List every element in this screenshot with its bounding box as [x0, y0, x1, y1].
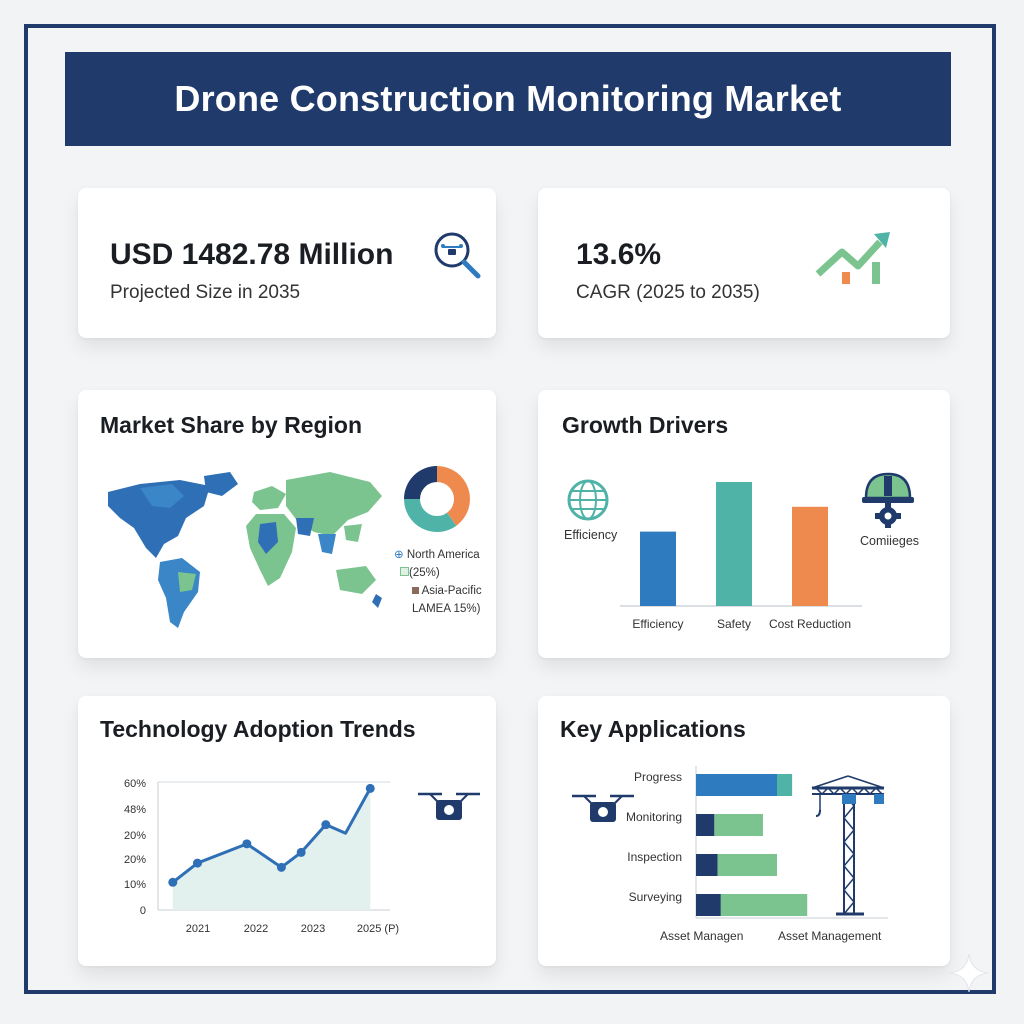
driver-bar: [716, 482, 752, 606]
stat-value: 13.6%: [576, 238, 662, 271]
category-label: Progress: [634, 770, 682, 784]
card-title: Growth Drivers: [562, 412, 729, 438]
applications-bar-chart: Progress Monitoring Inspection Surveying Ass…: [626, 766, 888, 943]
card-title: Market Share by Region: [100, 412, 363, 438]
x-tick-label: 2025 (P): [357, 923, 399, 935]
stat-card-cagr: 13.6% CAGR (2025 to 2035): [538, 188, 950, 338]
globe-icon: ⊕: [394, 549, 404, 561]
data-point: [321, 820, 331, 830]
region-donut-chart: [404, 466, 470, 532]
data-point: [168, 877, 178, 887]
data-point: [276, 862, 286, 872]
category-label: Monitoring: [626, 810, 682, 824]
x-label: Asset Managen: [660, 929, 743, 943]
card-title: Key Applications: [560, 716, 746, 742]
y-tick-label: 60%: [124, 778, 146, 790]
y-tick-label: 20%: [124, 830, 146, 842]
driver-label: Cost Reduction: [769, 617, 851, 631]
x-label: Asset Management: [778, 929, 882, 943]
card-title: Technology Adoption Trends: [100, 716, 416, 742]
bar-segment: [696, 894, 721, 916]
stat-label: CAGR (2025 to 2035): [576, 282, 760, 303]
data-point: [365, 783, 375, 793]
y-tick-label: 48%: [124, 804, 146, 816]
legend-swatch: [400, 567, 409, 576]
y-tick-label: 0: [140, 905, 146, 917]
adoption-line: [171, 787, 372, 884]
crane-icon: [811, 775, 885, 916]
driver-bar: [640, 531, 676, 606]
legend-item: (25%): [394, 564, 482, 582]
bar-segment: [714, 814, 763, 836]
y-tick-label: 10%: [124, 879, 146, 891]
data-point: [242, 839, 252, 849]
area-fill: [172, 788, 371, 910]
bar-segment: [720, 894, 808, 916]
hardhat-gear-icon: [862, 472, 914, 528]
legend-label: (25%): [409, 567, 440, 579]
adoption-line-chart: 0 10% 20% 20% 48% 60% 2021 2022 2023 2025 (P): [124, 778, 399, 935]
x-tick-label: 2023: [301, 923, 325, 935]
stat-card-market-size: USD 1482.78 Million Projected Size in 20…: [78, 188, 496, 338]
bar-segment: [696, 814, 715, 836]
legend-label: Asia-Pacific: [421, 585, 482, 597]
card-key-applications: Key Applications Progress Monitoring Inspe…: [538, 696, 950, 966]
legend-label: LAMEA 15%): [412, 603, 481, 615]
donut-slice: [404, 499, 457, 532]
sparkle-icon: [949, 953, 989, 993]
side-label-right: Comiieges: [860, 534, 920, 548]
card-market-share-region: Market Share by Region ⊕ North America (…: [78, 390, 496, 658]
legend-label: North America: [406, 549, 480, 561]
legend-item: LAMEA 15%): [394, 600, 482, 618]
y-tick-label: 20%: [124, 854, 146, 866]
region-legend: ⊕ North America (25%) Asia-Pacific LAMEA…: [394, 546, 482, 618]
driver-label: Safety: [717, 617, 751, 631]
x-tick-label: 2021: [186, 923, 210, 935]
stat-label: Projected Size in 2035: [110, 282, 301, 303]
stat-value: USD 1482.78 Million: [110, 238, 394, 271]
bar-segment: [696, 774, 777, 796]
bar-segment: [696, 854, 718, 876]
bar-segment: [777, 774, 793, 796]
legend-item: ⊕ North America: [394, 546, 482, 564]
category-label: Inspection: [627, 850, 682, 864]
magnifier-drone-icon: [434, 232, 481, 279]
card-technology-adoption: Technology Adoption Trends 0 10% 20% 20% 48%…: [78, 696, 496, 966]
legend-item: Asia-Pacific: [394, 582, 482, 600]
data-point: [192, 858, 202, 868]
legend-swatch: [412, 587, 419, 594]
side-label-left: Efficiency: [564, 528, 618, 542]
trend-up-chart-icon: [815, 232, 890, 284]
drone-icon: [418, 792, 480, 820]
drone-icon: [572, 794, 634, 822]
world-map: [108, 472, 382, 628]
driver-label: Efficiency: [632, 617, 683, 631]
bar-segment: [717, 854, 777, 876]
growth-drivers-bar-chart: Efficiency Safety Cost Reduction: [620, 482, 862, 631]
globe-icon: [567, 479, 609, 521]
card-growth-drivers: Growth Drivers Efficiency Comiieges Effi…: [538, 390, 950, 658]
driver-bar: [792, 506, 828, 606]
data-point: [296, 847, 306, 857]
x-tick-label: 2022: [244, 923, 268, 935]
category-label: Surveying: [629, 890, 682, 904]
page-title: Drone Construction Monitoring Market: [65, 52, 951, 146]
